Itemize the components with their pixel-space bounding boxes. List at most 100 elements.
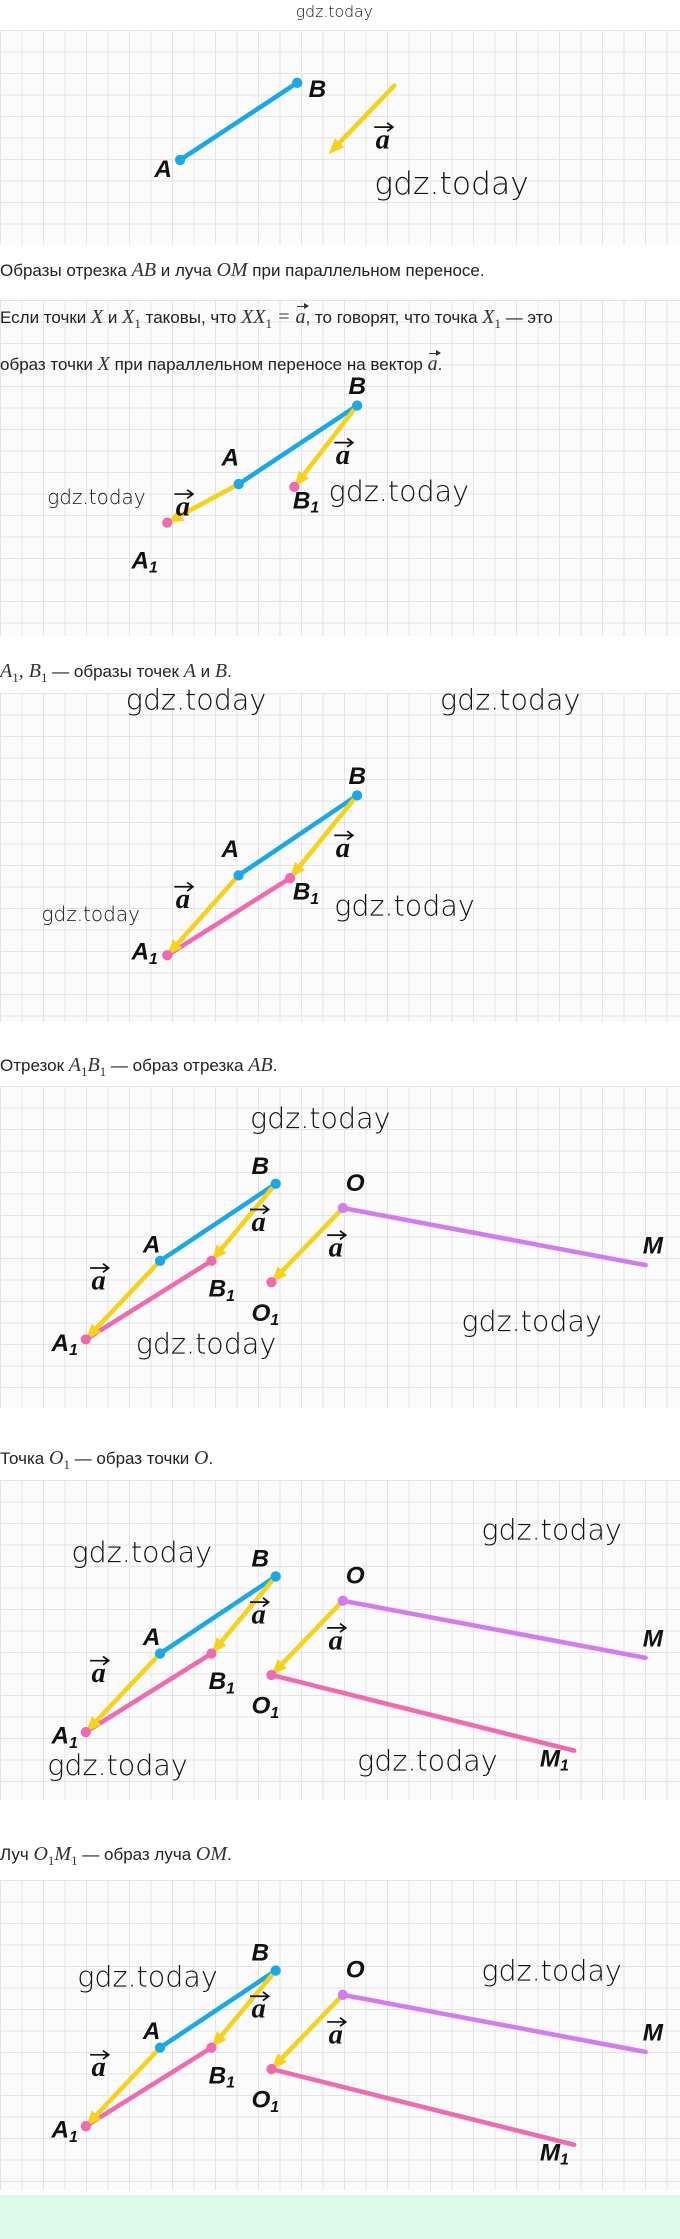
math-symbol: = — [272, 306, 296, 328]
text-segment: таковы, что — [140, 308, 242, 327]
point-label-b: B — [251, 1153, 269, 1180]
vector-a-label: a — [336, 440, 350, 471]
point-subscript: 1 — [226, 2075, 235, 2092]
point-letter: B — [251, 1940, 269, 1967]
point-o1 — [266, 1277, 277, 1288]
math-symbol: A1 — [69, 1054, 88, 1079]
point-letter: B — [209, 2062, 227, 2089]
point-b — [270, 1571, 281, 1582]
text-segment: Отрезок — [0, 1056, 69, 1075]
math-symbol: X — [91, 306, 103, 328]
point-subscript: 1 — [270, 1312, 279, 1329]
point-letter: A — [142, 1624, 161, 1651]
segment-a1b1 — [83, 2045, 214, 2129]
vector-a-a1 — [94, 2045, 163, 2118]
segment-a1b1 — [83, 1258, 214, 1342]
point-letter: B — [309, 76, 327, 103]
point-letter: M — [643, 1233, 664, 1260]
text-segment: Образы отрезка — [0, 261, 132, 280]
figure-3-grid — [0, 693, 680, 1022]
segment-a1b1 — [164, 875, 293, 958]
text-segment: — образ точки — [69, 1449, 195, 1468]
point-label-b: B — [309, 76, 327, 103]
point-letter: A — [220, 836, 239, 863]
text-segment: , то говорят, что точка — [305, 308, 483, 327]
point-letter: O — [251, 1300, 270, 1327]
point-subscript: 1 — [226, 1288, 235, 1305]
vector-arrow-icon — [174, 881, 195, 892]
vector-a-label: a — [329, 1625, 343, 1656]
math-text: X — [122, 306, 135, 328]
text-segment: . — [227, 662, 232, 681]
math-subscript: 1 — [12, 670, 19, 685]
point-label-a: A — [153, 156, 172, 183]
math-symbol: O1 — [49, 1447, 70, 1472]
vector-arrow-icon — [334, 830, 355, 841]
point-label-o1: O1 — [251, 2087, 279, 2116]
point-subscript: 1 — [560, 1758, 569, 1775]
segment-ab — [157, 1574, 279, 1656]
point-letter: B — [293, 879, 311, 906]
arrowhead-icon — [85, 2110, 102, 2127]
point-letter: M — [643, 2020, 664, 2047]
figure-2-grid — [0, 300, 680, 636]
arrowhead-icon — [294, 470, 309, 487]
point-label-b1: B1 — [209, 1668, 235, 1697]
vector-arrow-icon — [174, 489, 195, 500]
math-subscript: 1 — [80, 1064, 88, 1079]
point-letter: M — [540, 2139, 561, 2166]
footer-band — [0, 2195, 680, 2239]
point-subscript: 1 — [310, 891, 319, 908]
text-segment: — это — [500, 308, 553, 327]
vector-a-label: a — [251, 1994, 265, 2025]
point-b — [351, 400, 363, 411]
vector-arrow-icon — [250, 1204, 271, 1215]
point-letter: A — [142, 2018, 161, 2045]
math-subscript: 1 — [47, 1853, 55, 1868]
math-symbol: AB — [132, 259, 156, 281]
math-text: AB — [131, 259, 157, 281]
point-label-o: O — [346, 1563, 365, 1590]
point-a1 — [80, 1334, 91, 1345]
math-text: = — [272, 306, 296, 328]
vector-symbol: a — [428, 350, 441, 376]
segment-ab — [236, 403, 360, 487]
point-subscript: 1 — [149, 951, 158, 968]
arrowhead-icon — [271, 1659, 287, 1675]
point-o — [337, 1595, 348, 1606]
caption-paragraph: Точка O1 — образ точки O. — [0, 1446, 213, 1477]
point-b1 — [206, 2042, 217, 2053]
point-a — [154, 1648, 166, 1659]
point-label-a: A — [142, 2018, 161, 2045]
point-label-m1: M1 — [540, 1745, 569, 1774]
point-a1 — [162, 517, 173, 528]
point-label-b1: B1 — [209, 2062, 235, 2091]
watermark-text: gdz.today — [481, 1954, 621, 1988]
vector-a-label: a — [329, 2019, 343, 2050]
definition-line-1: Если точки X и X1 таковы, что XX1 = a, т… — [0, 303, 553, 336]
text-segment: . — [208, 1449, 214, 1468]
point-label-o1: O1 — [251, 1300, 279, 1329]
point-label-o: O — [346, 1170, 365, 1197]
watermark-text: gdz.today — [329, 474, 469, 508]
point-a1 — [80, 1726, 91, 1738]
point-b — [270, 1178, 281, 1189]
text-segment: Точка — [0, 1449, 49, 1468]
point-letter: A — [131, 939, 150, 966]
vector-arrow-icon — [90, 2049, 111, 2060]
text-segment: . — [227, 1845, 232, 1864]
arrowhead-icon — [167, 939, 183, 956]
text-segment: и — [103, 308, 123, 327]
point-label-b1: B1 — [293, 487, 319, 516]
math-text: XX — [241, 306, 266, 328]
arrowhead-icon — [211, 2031, 227, 2048]
point-letter: B — [251, 1545, 269, 1572]
math-text: X — [97, 353, 110, 375]
point-o — [337, 1989, 348, 2000]
point-b1 — [284, 873, 296, 884]
point-a1 — [162, 950, 173, 961]
point-letter: O — [346, 1563, 365, 1590]
text-segment: при параллельном переносе на вектор — [109, 355, 428, 374]
point-o1 — [266, 1669, 277, 1681]
